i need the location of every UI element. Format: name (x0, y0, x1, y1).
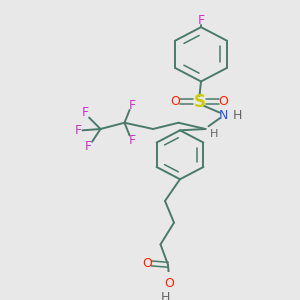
Text: S: S (194, 93, 206, 111)
Text: F: F (128, 99, 136, 112)
Text: O: O (165, 277, 174, 290)
Text: O: O (142, 257, 152, 270)
Text: H: H (232, 109, 242, 122)
Text: F: F (82, 106, 89, 119)
Text: F: F (85, 140, 92, 153)
Text: F: F (197, 14, 205, 27)
Text: O: O (219, 95, 228, 108)
Text: F: F (74, 124, 82, 137)
Text: N: N (219, 109, 228, 122)
Text: H: H (210, 129, 219, 140)
Text: O: O (171, 95, 180, 108)
Text: F: F (128, 134, 136, 147)
Text: H: H (160, 291, 170, 300)
